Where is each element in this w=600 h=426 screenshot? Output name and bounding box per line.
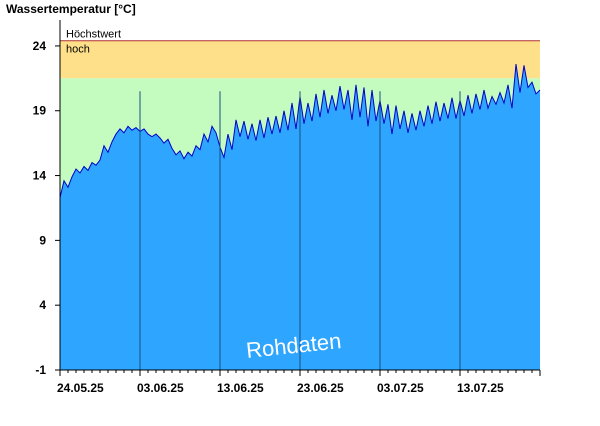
y-tick-label: 4 <box>39 298 46 312</box>
plot-area: hoch Höchstwert -1 4 9 14 19 24 24.05.25 03.06.25… <box>33 20 541 395</box>
y-tick-label: -1 <box>35 363 46 377</box>
x-tick-label: 23.06.25 <box>297 381 344 395</box>
threshold-label: Höchstwert <box>66 29 121 41</box>
x-tick-label: 13.06.25 <box>217 381 264 395</box>
band-hoch <box>60 40 540 79</box>
chart-title: Wassertemperatur [°C] <box>6 2 136 16</box>
x-tick-label: 03.06.25 <box>137 381 184 395</box>
y-tick-label: 9 <box>39 233 46 247</box>
x-tick-label: 03.07.25 <box>377 381 424 395</box>
x-tick-label: 13.07.25 <box>457 381 504 395</box>
y-tick-label: 24 <box>33 39 47 53</box>
y-tick-label: 14 <box>33 169 47 183</box>
band-label-hoch: hoch <box>66 44 90 56</box>
y-tick-label: 19 <box>33 104 47 118</box>
x-tick-label: 24.05.25 <box>57 381 104 395</box>
